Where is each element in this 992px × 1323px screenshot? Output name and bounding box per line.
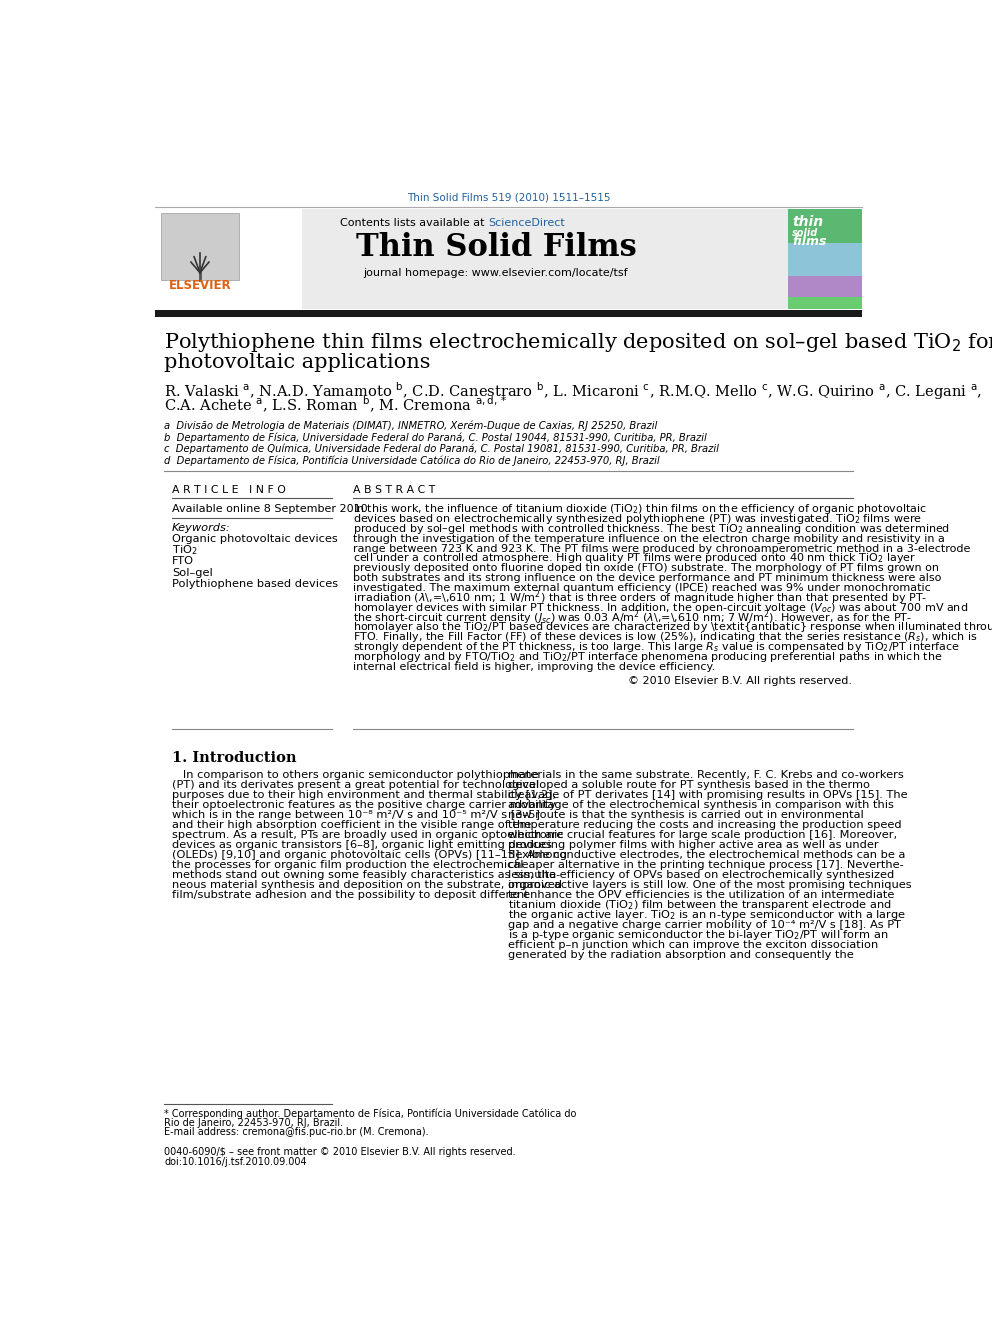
Text: A B S T R A C T: A B S T R A C T xyxy=(352,484,434,495)
Text: organic active layers is still low. One of the most promising techniques: organic active layers is still low. One … xyxy=(509,880,912,890)
Text: internal electrical field is higher, improving the device efficiency.: internal electrical field is higher, imp… xyxy=(352,662,715,672)
Text: solid: solid xyxy=(792,229,818,238)
Text: Thin Solid Films 519 (2010) 1511–1515: Thin Solid Films 519 (2010) 1511–1515 xyxy=(407,192,610,202)
Text: (OLEDs) [9,10] and organic photovoltaic cells (OPVs) [11–13]. Among: (OLEDs) [9,10] and organic photovoltaic … xyxy=(172,849,567,860)
Text: FTO. Finally, the Fill Factor (FF) of these devices is low (25%), indicating tha: FTO. Finally, the Fill Factor (FF) of th… xyxy=(352,630,977,644)
Text: less, the efficiency of OPVs based on electrochemically synthesized: less, the efficiency of OPVs based on el… xyxy=(509,869,895,880)
Text: R. Valaski $^{\rm a}$, N.A.D. Yamamoto $^{\rm b}$, C.D. Canestraro $^{\rm b}$, L: R. Valaski $^{\rm a}$, N.A.D. Yamamoto $… xyxy=(165,381,982,402)
Text: which is in the range between 10⁻⁸ m²/V s and 10⁻⁵ m²/V s [3–5]: which is in the range between 10⁻⁸ m²/V … xyxy=(172,810,540,820)
Text: In comparison to others organic semiconductor polythiophene: In comparison to others organic semicond… xyxy=(172,770,539,779)
Text: thin: thin xyxy=(792,214,823,229)
Text: devices based on electrochemically synthesized polythiophene (PT) was investigat: devices based on electrochemically synth… xyxy=(352,512,922,527)
Text: Thin Solid Films: Thin Solid Films xyxy=(355,232,637,263)
Text: © 2010 Elsevier B.V. All rights reserved.: © 2010 Elsevier B.V. All rights reserved… xyxy=(629,676,852,685)
Text: materials in the same substrate. Recently, F. C. Krebs and co-workers: materials in the same substrate. Recentl… xyxy=(509,770,904,779)
Text: is a p-type organic semiconductor the bi-layer TiO$_2$/PT will form an: is a p-type organic semiconductor the bi… xyxy=(509,927,889,942)
Text: the short-circuit current density ($J_{sc}$) was 0.03 A/m$^2$ ($\lambda$\,=\,610: the short-circuit current density ($J_{s… xyxy=(352,609,912,627)
Text: E-mail address: cremona@fis.puc-rio.br (M. Cremona).: E-mail address: cremona@fis.puc-rio.br (… xyxy=(165,1127,429,1136)
Text: homolayer also the TiO$_2$/PT based devices are characterized by \textit{antibat: homolayer also the TiO$_2$/PT based devi… xyxy=(352,620,992,635)
Text: c  Departamento de Química, Universidade Federal do Paraná, C. Postal 19081, 815: c Departamento de Química, Universidade … xyxy=(165,443,719,454)
Text: spectrum. As a result, PTs are broadly used in organic optoelectronic: spectrum. As a result, PTs are broadly u… xyxy=(172,830,563,840)
Text: FTO: FTO xyxy=(172,557,194,566)
Text: titanium dioxide (TiO$_2$) film between the transparent electrode and: titanium dioxide (TiO$_2$) film between … xyxy=(509,898,892,912)
Text: (PT) and its derivates present a great potential for technological: (PT) and its derivates present a great p… xyxy=(172,779,539,790)
Text: Polythiophene thin films electrochemically deposited on sol–gel based TiO$_2$ fo: Polythiophene thin films electrochemical… xyxy=(165,331,992,353)
FancyBboxPatch shape xyxy=(155,310,862,316)
Text: ScienceDirect: ScienceDirect xyxy=(488,218,565,228)
Text: the organic active layer. TiO$_2$ is an n-type semiconductor with a large: the organic active layer. TiO$_2$ is an … xyxy=(509,908,907,922)
Text: range between 723 K and 923 K. The PT films were produced by chronoamperometric : range between 723 K and 923 K. The PT fi… xyxy=(352,544,970,553)
Text: neous material synthesis and deposition on the substrate, improved: neous material synthesis and deposition … xyxy=(172,880,562,890)
Text: through the investigation of the temperature influence on the electron charge mo: through the investigation of the tempera… xyxy=(352,533,944,544)
Text: Keywords:: Keywords: xyxy=(172,524,231,533)
Text: Contents lists available at: Contents lists available at xyxy=(340,218,488,228)
Text: developed a soluble route for PT synthesis based in the thermo: developed a soluble route for PT synthes… xyxy=(509,779,870,790)
Text: * Corresponding author. Departamento de Física, Pontifícia Universidade Católica: * Corresponding author. Departamento de … xyxy=(165,1109,576,1119)
Text: their optoelectronic features as the positive charge carrier mobility: their optoelectronic features as the pos… xyxy=(172,800,557,810)
Text: b  Departamento de Física, Universidade Federal do Paraná, C. Postal 19044, 8153: b Departamento de Física, Universidade F… xyxy=(165,433,707,443)
Text: purposes due to their high environment and thermal stability [1,2],: purposes due to their high environment a… xyxy=(172,790,557,800)
Text: Rio de Janeiro, 22453-970, RJ, Brazil.: Rio de Janeiro, 22453-970, RJ, Brazil. xyxy=(165,1118,343,1127)
Text: 1. Introduction: 1. Introduction xyxy=(172,751,297,765)
Text: producing polymer films with higher active area as well as under: producing polymer films with higher acti… xyxy=(509,840,879,849)
FancyBboxPatch shape xyxy=(789,209,862,243)
Text: A R T I C L E   I N F O: A R T I C L E I N F O xyxy=(172,484,286,495)
Text: the processes for organic film production the electrochemical: the processes for organic film productio… xyxy=(172,860,524,869)
FancyBboxPatch shape xyxy=(789,275,862,298)
Text: methods stand out owning some feasibly characteristics as simulta-: methods stand out owning some feasibly c… xyxy=(172,869,560,880)
Text: homolayer devices with similar PT thickness. In addition, the open-circuit volta: homolayer devices with similar PT thickn… xyxy=(352,601,968,615)
Text: 0040-6090/$ – see front matter © 2010 Elsevier B.V. All rights reserved.: 0040-6090/$ – see front matter © 2010 El… xyxy=(165,1147,516,1158)
Text: Sol–gel: Sol–gel xyxy=(172,568,213,578)
Text: investigated. The maximum external quantum efficiency (IPCE) reached was 9% unde: investigated. The maximum external quant… xyxy=(352,583,930,593)
Text: d  Departamento de Física, Pontifícia Universidade Católica do Rio de Janeiro, 2: d Departamento de Física, Pontifícia Uni… xyxy=(165,455,660,466)
Text: and their high absorption coefficient in the visible range of the: and their high absorption coefficient in… xyxy=(172,820,532,830)
Text: previously deposited onto fluorine doped tin oxide (FTO) substrate. The morpholo: previously deposited onto fluorine doped… xyxy=(352,564,938,573)
Text: Organic photovoltaic devices: Organic photovoltaic devices xyxy=(172,534,338,544)
Text: morphology and by FTO/TiO$_2$ and TiO$_2$/PT interface phenomena producing prefe: morphology and by FTO/TiO$_2$ and TiO$_2… xyxy=(352,650,942,664)
Text: Available online 8 September 2010: Available online 8 September 2010 xyxy=(172,504,368,515)
Text: cleavage of PT derivates [14] with promising results in OPVs [15]. The: cleavage of PT derivates [14] with promi… xyxy=(509,790,908,800)
FancyBboxPatch shape xyxy=(789,298,862,308)
Text: devices as organic transistors [6–8], organic light emitting devices: devices as organic transistors [6–8], or… xyxy=(172,840,552,849)
Text: C.A. Achete $^{\rm a}$, L.S. Roman $^{\rm b}$, M. Cremona $^{\rm a,d,*}$: C.A. Achete $^{\rm a}$, L.S. Roman $^{\r… xyxy=(165,396,508,415)
FancyBboxPatch shape xyxy=(155,209,303,308)
Text: generated by the radiation absorption and consequently the: generated by the radiation absorption an… xyxy=(509,950,854,960)
Text: journal homepage: www.elsevier.com/locate/tsf: journal homepage: www.elsevier.com/locat… xyxy=(364,267,628,278)
FancyBboxPatch shape xyxy=(789,243,862,275)
Text: flexible conductive electrodes, the electrochemical methods can be a: flexible conductive electrodes, the elec… xyxy=(509,849,906,860)
Text: cheaper alternative in the printing technique process [17]. Neverthe-: cheaper alternative in the printing tech… xyxy=(509,860,904,869)
Text: cell under a controlled atmosphere. High quality PT films were produced onto 40 : cell under a controlled atmosphere. High… xyxy=(352,552,916,565)
Text: advantage of the electrochemical synthesis in comparison with this: advantage of the electrochemical synthes… xyxy=(509,800,894,810)
Text: In this work, the influence of titanium dioxide (TiO$_2$) thin films on the effi: In this work, the influence of titanium … xyxy=(352,503,927,516)
Text: irradiation ($\lambda$\,=\,610 nm; 1 W/m$^2$) that is three orders of magnitude : irradiation ($\lambda$\,=\,610 nm; 1 W/m… xyxy=(352,589,927,607)
Text: ELSEVIER: ELSEVIER xyxy=(169,279,231,292)
Text: photovoltaic applications: photovoltaic applications xyxy=(165,353,431,372)
Text: Polythiophene based devices: Polythiophene based devices xyxy=(172,578,338,589)
Text: doi:10.1016/j.tsf.2010.09.004: doi:10.1016/j.tsf.2010.09.004 xyxy=(165,1158,307,1167)
Text: new route is that the synthesis is carried out in environmental: new route is that the synthesis is carri… xyxy=(509,810,864,820)
Text: film/substrate adhesion and the possibility to deposit different: film/substrate adhesion and the possibil… xyxy=(172,890,529,900)
Text: to enhance the OPV efficiencies is the utilization of an intermediate: to enhance the OPV efficiencies is the u… xyxy=(509,890,895,900)
Text: produced by sol–gel methods with controlled thickness. The best TiO$_2$ annealin: produced by sol–gel methods with control… xyxy=(352,521,949,536)
Text: temperature reducing the costs and increasing the production speed: temperature reducing the costs and incre… xyxy=(509,820,902,830)
Text: both substrates and its strong influence on the device performance and PT minimu: both substrates and its strong influence… xyxy=(352,573,941,583)
Text: TiO$_2$: TiO$_2$ xyxy=(172,544,197,557)
Text: gap and a negative charge carrier mobility of 10⁻⁴ m²/V s [18]. As PT: gap and a negative charge carrier mobili… xyxy=(509,919,902,930)
Text: strongly dependent of the PT thickness, is too large. This large $R_s$ value is : strongly dependent of the PT thickness, … xyxy=(352,640,959,654)
Text: which are crucial features for large scale production [16]. Moreover,: which are crucial features for large sca… xyxy=(509,830,898,840)
Text: films: films xyxy=(792,235,826,249)
FancyBboxPatch shape xyxy=(155,209,789,308)
Text: efficient p–n junction which can improve the exciton dissociation: efficient p–n junction which can improve… xyxy=(509,939,879,950)
Text: a  Divisão de Metrologia de Materiais (DIMAT), INMETRO, Xerém-Duque de Caxias, R: a Divisão de Metrologia de Materiais (DI… xyxy=(165,421,658,431)
FancyBboxPatch shape xyxy=(161,213,239,280)
